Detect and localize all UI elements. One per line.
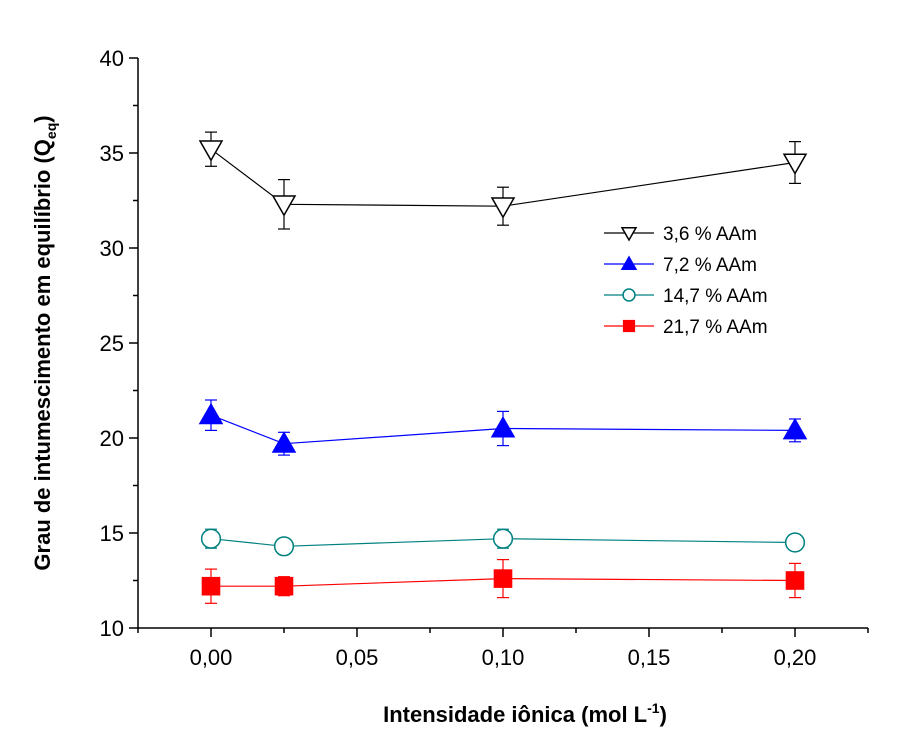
y-tick-label: 30: [100, 236, 124, 261]
x-tick-label: 0,20: [774, 645, 817, 670]
data-point: [198, 402, 224, 425]
series-4: [201, 558, 805, 604]
series-line: [210, 414, 796, 445]
y-tick-label: 15: [100, 521, 124, 546]
x-tick-label: 0,15: [628, 645, 671, 670]
legend-label: 21,7 % AAm: [663, 317, 768, 338]
series-3: [200, 528, 806, 557]
data-point: [200, 528, 222, 549]
legend-marker: [622, 288, 636, 302]
data-point: [782, 153, 808, 176]
legend-label: 14,7 % AAm: [663, 286, 768, 307]
y-axis-title-text: Grau de intumescimento em equilíbrio (Q: [30, 139, 55, 571]
y-tick-label: 40: [100, 46, 124, 71]
legend-item-4: 21,7 % AAm: [604, 317, 768, 338]
data-point: [490, 197, 516, 219]
series-line: [210, 148, 796, 207]
legend-marker: [620, 255, 638, 270]
x-tick-label: 0,05: [336, 645, 379, 670]
data-point: [782, 417, 808, 440]
series-2: [198, 399, 808, 456]
series-line: [211, 577, 796, 587]
x-tick-label: 0,10: [482, 645, 525, 670]
series-1: [198, 131, 808, 230]
data-point: [493, 569, 513, 588]
data-point: [201, 576, 221, 596]
y-tick-label: 35: [100, 141, 124, 166]
x-axis-title-end: ): [660, 702, 667, 727]
data-point: [274, 576, 294, 596]
data-point: [492, 528, 514, 549]
data-point: [271, 195, 297, 217]
legend-item-1: 3,6 % AAm: [604, 224, 757, 245]
data-point: [490, 415, 516, 438]
data-point: [785, 571, 805, 590]
data-point: [198, 140, 224, 162]
y-axis-title: Grau de intumescimento em equilíbrio (Qe…: [30, 115, 59, 570]
legend-marker: [622, 319, 636, 333]
x-axis-title: Intensidade iônica (mol L-1): [383, 700, 667, 727]
y-tick-label: 25: [100, 331, 124, 356]
legend-item-2: 7,2 % AAm: [604, 255, 757, 276]
y-tick-label: 20: [100, 426, 124, 451]
legend-label: 3,6 % AAm: [663, 224, 757, 245]
y-tick-label: 10: [100, 616, 124, 641]
x-axis-title-superscript: -1: [647, 700, 660, 716]
plot-area: [198, 131, 808, 604]
axes: 10 15 20 25 30 35 40 0,00 0,05 0,10 0,15 0,20: [100, 46, 869, 670]
legend-item-3: 14,7 % AAm: [604, 286, 768, 307]
x-axis-title-text: Intensidade iônica (mol L: [383, 702, 647, 727]
legend-label: 7,2 % AAm: [663, 255, 757, 276]
x-tick-label: 0,00: [190, 645, 233, 670]
y-axis-title-subscript: eq: [43, 123, 59, 139]
legend: 3,6 % AAm 7,2 % AAm 14,7 % AAm 21,7 % AAm: [604, 224, 768, 338]
data-point: [271, 431, 297, 453]
series-line: [210, 538, 796, 547]
y-axis-title-end: ): [30, 115, 55, 122]
data-point: [273, 536, 295, 557]
legend-marker: [620, 227, 638, 242]
data-point: [784, 532, 806, 553]
